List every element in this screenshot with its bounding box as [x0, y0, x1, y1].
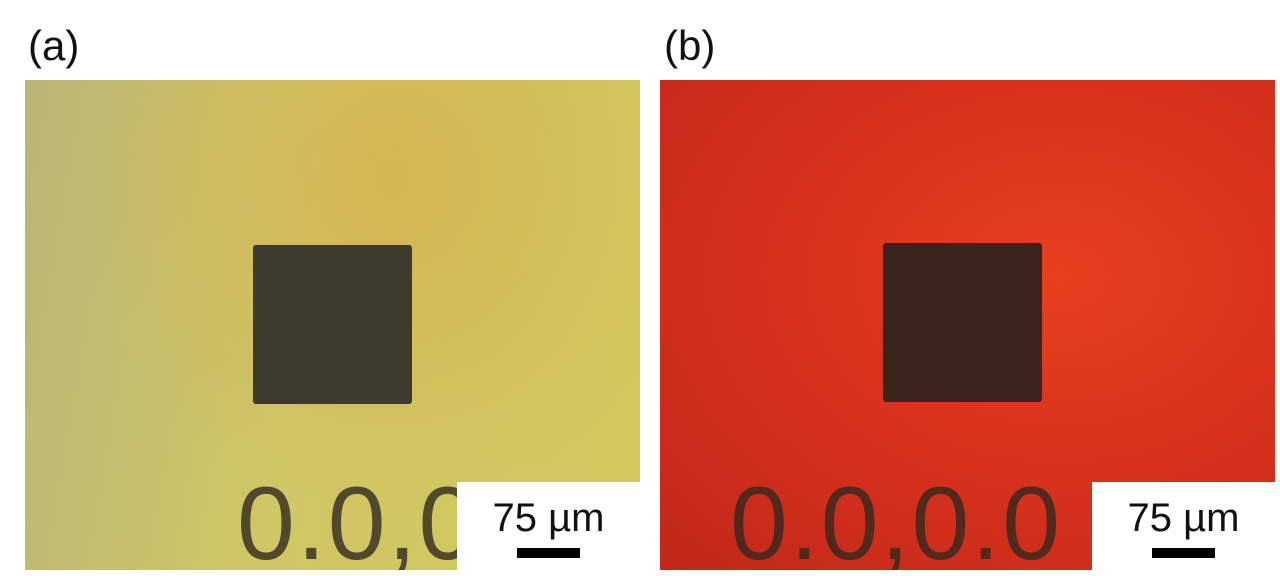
scale-bar — [517, 548, 580, 558]
marking-text: 0.0,0.0 — [730, 466, 1063, 570]
panel-label: (b) — [664, 22, 716, 69]
scale-box: 75 µm — [1092, 482, 1275, 570]
panel-label: (a) — [28, 22, 80, 69]
scale-label: 75 µm — [492, 496, 605, 540]
pad — [883, 243, 1042, 402]
micrograph: 0.0,0.0 75 µm — [660, 80, 1275, 570]
micrograph: 0.0,0.0 75 µm — [25, 80, 640, 570]
scale-bar — [1152, 548, 1215, 558]
pad — [253, 245, 412, 404]
scale-label: 75 µm — [1127, 496, 1240, 540]
scale-box: 75 µm — [457, 482, 640, 570]
